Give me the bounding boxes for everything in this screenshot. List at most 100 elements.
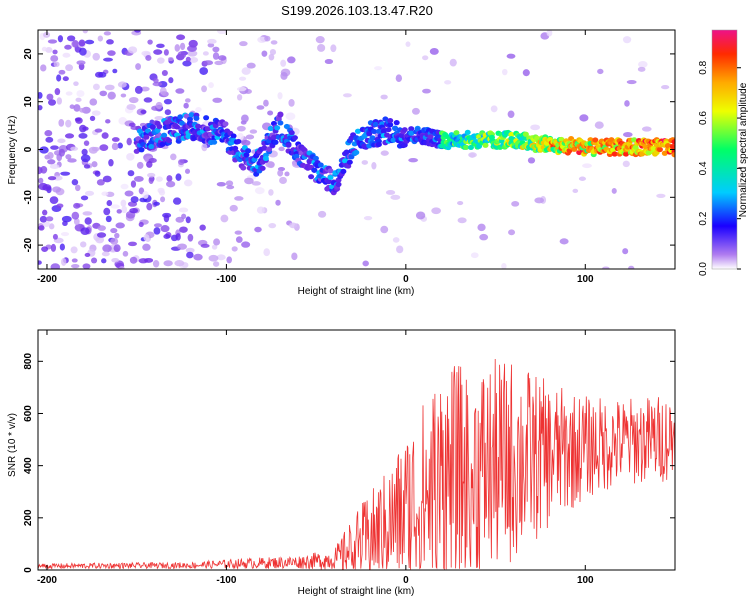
spectrogram-cell: [477, 223, 486, 232]
y-tick-label: 400: [23, 457, 34, 474]
spectrogram-cell: [172, 197, 182, 205]
spectrogram-cell: [149, 124, 156, 130]
spectrogram-cell: [546, 30, 553, 37]
spectrogram-cell: [380, 128, 387, 135]
spectrogram-cell: [408, 126, 415, 132]
spectrogram-cell: [38, 260, 42, 265]
spectrogram-cell: [102, 175, 112, 183]
spectrogram-cell: [138, 147, 145, 153]
spectrogram-cell: [59, 243, 65, 251]
spectrogram-cell: [582, 163, 592, 169]
spectrogram-cell: [166, 180, 176, 188]
spectrogram-cell: [160, 225, 170, 233]
y-tick-label: -10: [23, 190, 34, 205]
spectrogram-cell: [380, 225, 389, 234]
spectrogram-cell: [80, 227, 90, 235]
y-tick-label: -20: [23, 237, 34, 252]
spectrogram-cell: [212, 261, 220, 267]
spectrogram-cell: [522, 131, 529, 137]
spectrogram-cell: [134, 85, 143, 94]
spectrogram-cell: [199, 67, 209, 75]
spectrogram-cell: [308, 174, 315, 180]
spectrogram-cell: [661, 150, 668, 156]
spectrogram-cell: [669, 143, 675, 150]
spectrogram-cell: [47, 176, 57, 181]
spectrogram-cell: [278, 146, 285, 152]
spectrogram-cell: [89, 115, 96, 122]
spectrogram-cell: [240, 165, 247, 171]
spectrogram-cell: [285, 112, 296, 121]
spectrogram-cell: [147, 39, 153, 45]
spectrogram-cell: [429, 47, 439, 55]
colorbar-tick-label: 0.6: [698, 111, 709, 125]
colorbar: 0.0 0.2 0.4 0.6 0.8 Normalized spectral ampl…: [698, 29, 749, 276]
snr-series-line: [38, 358, 675, 570]
spectrogram-cell: [65, 119, 72, 128]
spectrogram-cell: [175, 88, 185, 94]
spectrogram-cell: [268, 53, 275, 61]
spectrogram-cell: [153, 227, 161, 235]
spectrogram-cell: [99, 144, 109, 151]
spectrogram-cell: [96, 232, 107, 238]
colorbar-frame: [711, 29, 738, 270]
spectrogram-cell: [267, 125, 274, 132]
spectrogram-cell: [234, 230, 243, 235]
spectrogram-cell: [84, 217, 92, 225]
spectrogram-cell: [380, 94, 388, 100]
spectrogram-cell: [385, 190, 396, 195]
spectrogram-cell: [49, 196, 59, 205]
spectrogram-cell: [234, 196, 244, 201]
spectrogram-cell: [38, 225, 45, 231]
spectrogram-cell: [231, 246, 238, 252]
spectrogram-cell: [91, 161, 98, 168]
spectrogram-cell: [508, 229, 516, 236]
spectrogram-cell: [165, 137, 172, 144]
spectrogram-cell: [195, 107, 202, 113]
spectrogram-cell: [200, 243, 210, 248]
x-tick-label: 0: [403, 575, 409, 586]
spectrogram-cell: [115, 222, 125, 229]
spectrogram-cell: [40, 64, 47, 72]
spectrogram-cell: [71, 263, 80, 269]
spectrogram-cell: [42, 184, 52, 191]
spectrogram-cell: [387, 117, 394, 124]
spectrogram-cell: [161, 132, 168, 138]
spectrogram-cell: [218, 55, 227, 61]
spectrogram-cell: [60, 232, 70, 237]
spectrogram-cell: [463, 144, 470, 150]
spectrogram-cell: [89, 98, 98, 106]
spectrogram-cell: [121, 205, 128, 214]
spectrogram-cell: [158, 189, 166, 196]
spectrogram-cell: [146, 202, 153, 211]
spectrogram-cell: [422, 88, 431, 94]
spectrogram-cell: [73, 218, 80, 226]
spectrogram-cell: [175, 173, 182, 181]
spectrogram-cell: [111, 137, 120, 142]
snr-y-label: SNR (10 * v/v): [7, 413, 18, 477]
spectrogram-cell: [50, 243, 57, 252]
spectrogram-cell: [216, 30, 227, 35]
spectrogram-cell: [254, 187, 265, 195]
spectrogram-cell: [161, 91, 169, 97]
spectrogram-cell: [622, 36, 632, 44]
spectrogram-cell: [156, 43, 165, 49]
spectrogram-cell: [47, 159, 56, 165]
snr-frame: [37, 329, 676, 571]
spectrogram-cell: [84, 39, 95, 45]
spectrogram-cell: [174, 260, 185, 267]
spectrogram-cell: [163, 214, 170, 223]
spectrogram-cell: [385, 126, 392, 133]
spectrogram-cell: [40, 165, 48, 174]
spectrogram-cell: [444, 80, 452, 85]
spectrogram-cell: [103, 207, 111, 216]
spectrogram-cell: [256, 206, 265, 214]
spectrogram-cell: [457, 200, 464, 206]
spectrogram-cell: [103, 57, 113, 62]
spectrogram-cell: [236, 86, 247, 92]
spectrogram-cell: [245, 148, 252, 154]
spectrogram-cell: [661, 84, 670, 90]
spectrogram-cells: [38, 30, 675, 269]
spectrogram-cell: [212, 46, 220, 53]
spectrogram-cell: [289, 222, 298, 229]
spectrogram-cell: [395, 74, 403, 83]
